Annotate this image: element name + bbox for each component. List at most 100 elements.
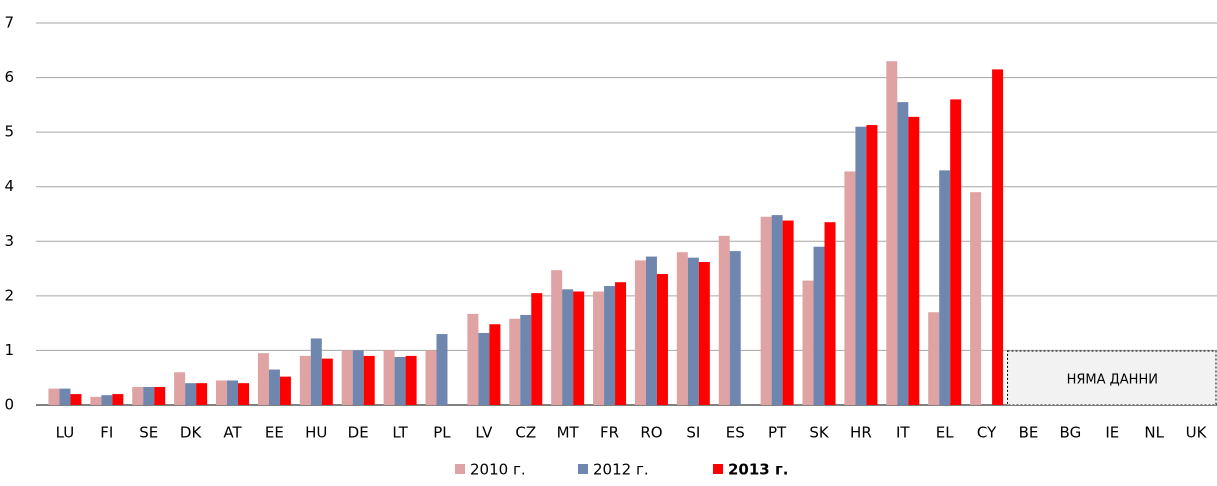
bar — [928, 312, 940, 405]
bar — [70, 394, 82, 405]
bar — [363, 355, 375, 405]
bar — [866, 125, 878, 405]
bar — [760, 216, 772, 405]
y-tick-label: 4 — [4, 177, 14, 195]
legend-label: 2010 г. — [470, 461, 526, 479]
x-tick-label: CY — [977, 424, 997, 442]
legend-swatch — [455, 464, 465, 474]
legend-label: 2012 г. — [593, 461, 649, 479]
no-data-label: НЯМА ДАННИ — [1067, 373, 1158, 388]
bar — [467, 313, 479, 405]
bar — [771, 215, 783, 405]
bar — [939, 170, 951, 405]
bar — [687, 257, 699, 405]
bar — [970, 192, 982, 405]
bar — [227, 380, 239, 405]
bar — [645, 256, 657, 405]
bar — [352, 350, 364, 405]
x-tick-label: LT — [392, 424, 408, 442]
x-tick-label: IE — [1105, 424, 1119, 442]
legend-swatch — [578, 464, 588, 474]
x-tick-label: ES — [726, 424, 745, 442]
bar — [615, 282, 627, 405]
x-tick-label: IT — [896, 424, 910, 442]
bar — [310, 338, 322, 405]
x-tick-label: MT — [557, 424, 580, 442]
bar — [112, 394, 124, 405]
x-tick-label: RO — [640, 424, 662, 442]
bar — [824, 222, 836, 405]
bar — [257, 353, 269, 405]
y-tick-label: 3 — [4, 232, 14, 250]
bar — [886, 61, 898, 405]
bar — [908, 116, 920, 405]
x-tick-label: AT — [223, 424, 242, 442]
x-tick-label: LV — [475, 424, 493, 442]
bar — [676, 252, 688, 405]
bar — [405, 355, 417, 405]
x-tick-label: CZ — [515, 424, 536, 442]
bar — [802, 280, 814, 405]
bar — [238, 383, 250, 405]
y-tick-label: 5 — [4, 123, 14, 141]
x-tick-label: EE — [265, 424, 284, 442]
bar — [174, 372, 186, 405]
y-tick-label: 1 — [4, 341, 14, 359]
bar — [394, 356, 406, 405]
legend-swatch — [713, 464, 723, 474]
x-tick-label: HU — [305, 424, 327, 442]
legend-label: 2013 г. — [728, 461, 789, 479]
bar — [855, 126, 867, 405]
x-tick-label: SI — [686, 424, 700, 442]
bar — [509, 318, 521, 405]
bar — [48, 388, 60, 405]
bar — [299, 355, 311, 405]
bar — [478, 332, 490, 405]
bar — [216, 380, 228, 405]
bar — [279, 376, 291, 405]
x-tick-label: FR — [600, 424, 619, 442]
x-tick-label: SE — [139, 424, 158, 442]
bar — [341, 350, 353, 405]
bar — [436, 334, 448, 405]
bar — [383, 350, 395, 405]
bar — [634, 260, 646, 405]
bar — [520, 314, 532, 405]
bar — [90, 396, 102, 405]
bar — [489, 324, 501, 405]
bar — [551, 270, 563, 405]
x-tick-label: NL — [1144, 424, 1164, 442]
bar — [268, 369, 280, 405]
bar — [425, 350, 437, 405]
x-tick-label: EL — [936, 424, 954, 442]
x-tick-label: SK — [809, 424, 830, 442]
x-tick-label: FI — [100, 424, 113, 442]
y-tick-label: 7 — [4, 14, 14, 32]
x-tick-label: DE — [348, 424, 369, 442]
y-tick-label: 0 — [4, 396, 14, 414]
bar — [782, 220, 794, 405]
x-tick-label: BE — [1019, 424, 1039, 442]
x-tick-label: DK — [180, 424, 203, 442]
no-data-box — [1007, 350, 1217, 406]
x-tick-label: UK — [1186, 424, 1208, 442]
bar — [185, 383, 197, 405]
bar — [604, 286, 616, 405]
bar — [729, 251, 741, 405]
bar — [143, 386, 155, 405]
x-tick-label: BG — [1060, 424, 1082, 442]
bar — [698, 262, 710, 405]
bar — [992, 69, 1004, 405]
bar — [656, 274, 668, 405]
bar — [154, 386, 166, 405]
x-tick-label: PL — [433, 424, 451, 442]
bar — [59, 388, 71, 405]
bar — [593, 291, 605, 405]
x-tick-label: PT — [768, 424, 787, 442]
bar — [844, 171, 856, 405]
bar — [897, 102, 909, 405]
x-tick-label: LU — [56, 424, 75, 442]
y-tick-label: 2 — [4, 286, 14, 304]
bar — [196, 383, 208, 405]
